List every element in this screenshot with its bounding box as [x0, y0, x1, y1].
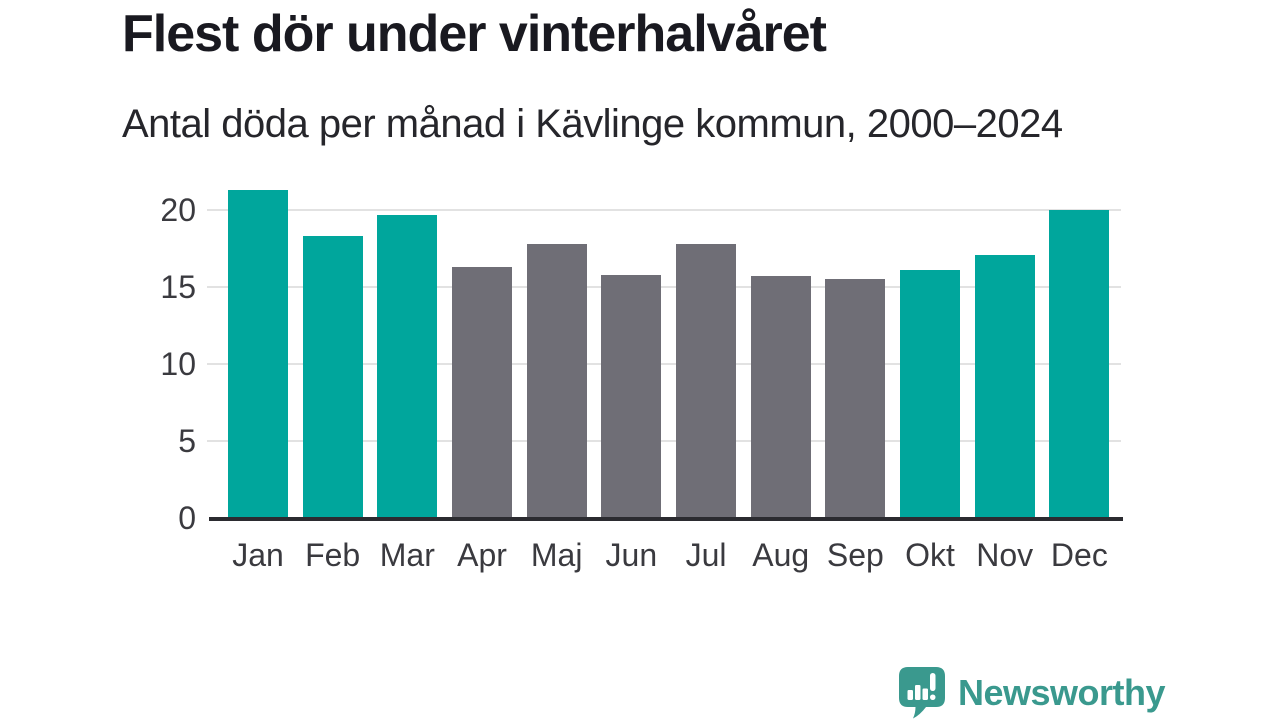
y-tick-label-5: 5	[178, 423, 196, 459]
bar-jun	[601, 274, 662, 518]
bar-aug	[750, 276, 811, 518]
y-tick-label-15: 15	[160, 269, 196, 305]
x-tick-label-jan: Jan	[232, 537, 284, 573]
y-tick-label-0: 0	[178, 500, 196, 536]
newsworthy-logo-text: Newsworthy	[958, 671, 1166, 713]
x-tick-label-jun: Jun	[605, 537, 658, 573]
x-tick-label-maj: Maj	[530, 537, 583, 573]
x-tick-label-aug: Aug	[752, 537, 810, 573]
bar-jan	[228, 189, 288, 518]
y-axis-labels: 0 5 10 15 20	[120, 190, 196, 535]
y-tick-label-10: 10	[160, 346, 196, 382]
y-tick-label-20: 20	[160, 192, 196, 228]
gridline-20	[207, 209, 1121, 211]
bar-sep	[825, 279, 886, 518]
x-tick-label-dec: Dec	[1050, 537, 1108, 573]
bar-maj	[526, 243, 587, 518]
gridline-5	[207, 440, 1121, 442]
x-tick-label-sep: Sep	[826, 537, 884, 573]
bar-okt	[900, 270, 961, 518]
bar-apr	[452, 266, 512, 518]
gridline-15	[207, 286, 1121, 288]
plot-area	[207, 189, 1123, 521]
bar-mar	[377, 214, 438, 518]
bar-jul	[676, 243, 737, 518]
x-tick-label-apr: Apr	[457, 537, 507, 573]
brand-footer: Newsworthy	[898, 666, 1166, 719]
chart-title: Flest dör under vinterhalvåret	[122, 5, 827, 63]
x-tick-label-nov: Nov	[976, 537, 1034, 573]
x-axis-line	[209, 517, 1123, 521]
x-tick-label-feb: Feb	[305, 537, 361, 573]
newsworthy-logo-icon	[899, 667, 945, 719]
chart-subtitle: Antal döda per månad i Kävlinge kommun, …	[122, 102, 1063, 146]
x-tick-label-okt: Okt	[905, 537, 955, 573]
x-tick-label-jul: Jul	[685, 537, 727, 573]
x-axis-labels: Jan Feb Mar Apr Maj Jun Jul Aug Sep Okt Nov Dec	[210, 532, 1121, 578]
gridline-10	[207, 363, 1121, 365]
bar-dec	[1049, 210, 1110, 518]
bar-nov	[974, 254, 1035, 518]
x-tick-label-mar: Mar	[379, 537, 435, 573]
bar-feb	[302, 236, 363, 518]
